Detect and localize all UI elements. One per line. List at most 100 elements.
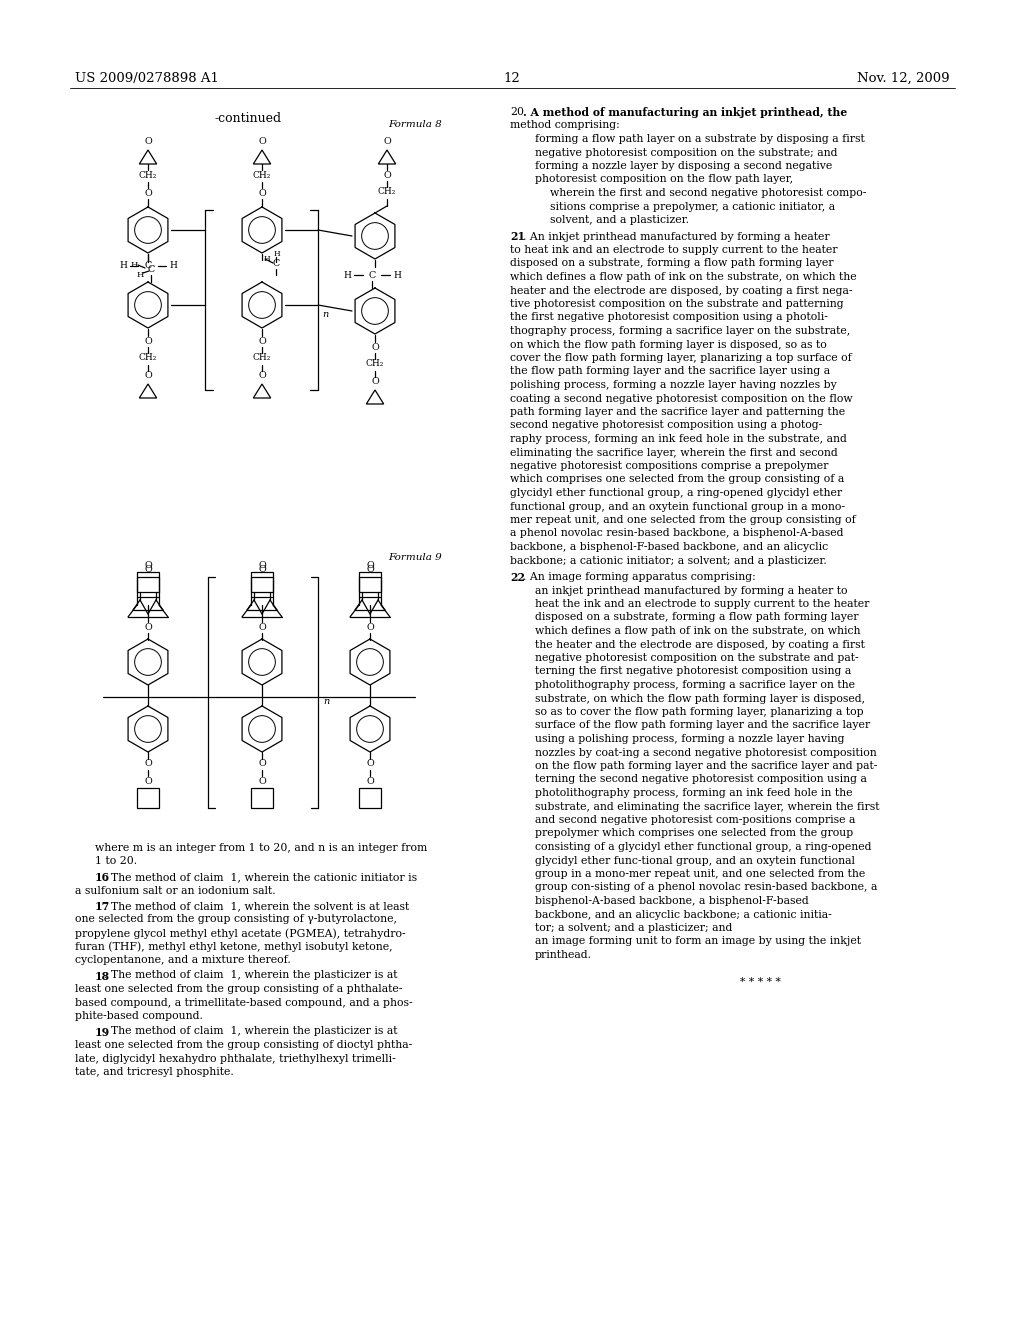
- Text: eliminating the sacrifice layer, wherein the first and second: eliminating the sacrifice layer, wherein…: [510, 447, 838, 458]
- Text: negative photoresist composition on the substrate and pat-: negative photoresist composition on the …: [535, 653, 859, 663]
- Text: tor; a solvent; and a plasticizer; and: tor; a solvent; and a plasticizer; and: [535, 923, 732, 933]
- Text: O: O: [258, 623, 266, 631]
- Text: . An image forming apparatus comprising:: . An image forming apparatus comprising:: [523, 572, 756, 582]
- Text: C: C: [272, 259, 280, 268]
- Text: raphy process, forming an ink feed hole in the substrate, and: raphy process, forming an ink feed hole …: [510, 434, 847, 444]
- Text: O: O: [144, 623, 152, 631]
- Text: O: O: [371, 342, 379, 351]
- Text: H: H: [264, 255, 270, 263]
- Text: negative photoresist composition on the substrate; and: negative photoresist composition on the …: [535, 148, 838, 157]
- Text: glycidyl ether func-tional group, and an oxytein functional: glycidyl ether func-tional group, and an…: [535, 855, 855, 866]
- Text: O: O: [258, 561, 266, 569]
- Text: O: O: [383, 170, 391, 180]
- Text: phite-based compound.: phite-based compound.: [75, 1011, 203, 1020]
- Text: Nov. 12, 2009: Nov. 12, 2009: [857, 73, 950, 84]
- Text: . The method of claim  1, wherein the plasticizer is at: . The method of claim 1, wherein the pla…: [104, 1027, 397, 1036]
- Text: n: n: [323, 697, 330, 706]
- Text: O: O: [144, 371, 152, 380]
- Text: consisting of a glycidyl ether functional group, a ring-opened: consisting of a glycidyl ether functiona…: [535, 842, 871, 851]
- Text: O: O: [258, 137, 266, 147]
- Text: second negative photoresist composition using a photog-: second negative photoresist composition …: [510, 421, 822, 430]
- Text: least one selected from the group consisting of a phthalate-: least one selected from the group consis…: [75, 983, 402, 994]
- Text: O: O: [367, 623, 374, 631]
- Text: nozzles by coat-ing a second negative photoresist composition: nozzles by coat-ing a second negative ph…: [535, 747, 877, 758]
- Text: disposed on a substrate, forming a flow path forming layer: disposed on a substrate, forming a flow …: [535, 612, 858, 623]
- Text: O: O: [144, 776, 152, 785]
- Text: heat the ink and an electrode to supply current to the heater: heat the ink and an electrode to supply …: [535, 599, 869, 609]
- Text: . The method of claim  1, wherein the plasticizer is at: . The method of claim 1, wherein the pla…: [104, 970, 397, 981]
- Text: substrate, on which the flow path forming layer is disposed,: substrate, on which the flow path formin…: [535, 693, 865, 704]
- Text: O: O: [258, 371, 266, 380]
- Text: O: O: [367, 776, 374, 785]
- Text: photoresist composition on the flow path layer,: photoresist composition on the flow path…: [535, 174, 794, 185]
- Text: so as to cover the flow path forming layer, planarizing a top: so as to cover the flow path forming lay…: [535, 708, 863, 717]
- Text: O: O: [144, 565, 152, 574]
- Text: disposed on a substrate, forming a flow path forming layer: disposed on a substrate, forming a flow …: [510, 259, 834, 268]
- Text: cover the flow path forming layer, planarizing a top surface of: cover the flow path forming layer, plana…: [510, 352, 852, 363]
- Text: prepolymer which comprises one selected from the group: prepolymer which comprises one selected …: [535, 829, 853, 838]
- Text: O: O: [367, 561, 374, 569]
- Text: backbone; a cationic initiator; a solvent; and a plasticizer.: backbone; a cationic initiator; a solven…: [510, 556, 826, 565]
- Text: to heat ink and an electrode to supply current to the heater: to heat ink and an electrode to supply c…: [510, 246, 838, 255]
- Text: O: O: [144, 337, 152, 346]
- Text: 20: 20: [510, 107, 524, 117]
- Text: the heater and the electrode are disposed, by coating a first: the heater and the electrode are dispose…: [535, 639, 865, 649]
- Text: CH₂: CH₂: [366, 359, 384, 368]
- Text: tate, and tricresyl phosphite.: tate, and tricresyl phosphite.: [75, 1067, 233, 1077]
- Text: tive photoresist composition on the substrate and patterning: tive photoresist composition on the subs…: [510, 300, 844, 309]
- Text: H: H: [169, 261, 177, 271]
- Text: Formula 8: Formula 8: [388, 120, 441, 129]
- Text: functional group, and an oxytein functional group in a mono-: functional group, and an oxytein functio…: [510, 502, 845, 511]
- Text: O: O: [144, 759, 152, 768]
- Text: sitions comprise a prepolymer, a cationic initiator, a: sitions comprise a prepolymer, a cationi…: [550, 202, 836, 211]
- Text: CH₂: CH₂: [139, 354, 158, 363]
- Text: a phenol novolac resin-based backbone, a bisphenol-A-based: a phenol novolac resin-based backbone, a…: [510, 528, 844, 539]
- Text: printhead.: printhead.: [535, 950, 592, 960]
- Text: O: O: [383, 137, 391, 147]
- Text: O: O: [367, 759, 374, 768]
- Text: forming a flow path layer on a substrate by disposing a first: forming a flow path layer on a substrate…: [535, 135, 864, 144]
- Text: a sulfonium salt or an iodonium salt.: a sulfonium salt or an iodonium salt.: [75, 886, 275, 895]
- Text: O: O: [258, 776, 266, 785]
- Text: glycidyl ether functional group, a ring-opened glycidyl ether: glycidyl ether functional group, a ring-…: [510, 488, 842, 498]
- Text: an inkjet printhead manufactured by forming a heater to: an inkjet printhead manufactured by form…: [535, 586, 848, 595]
- Text: which defines a flow path of ink on the substrate, on which the: which defines a flow path of ink on the …: [510, 272, 857, 282]
- Text: CH₂: CH₂: [253, 354, 271, 363]
- Text: late, diglycidyl hexahydro phthalate, triethylhexyl trimelli-: late, diglycidyl hexahydro phthalate, tr…: [75, 1053, 395, 1064]
- Text: . An inkjet printhead manufactured by forming a heater: . An inkjet printhead manufactured by fo…: [523, 231, 829, 242]
- Text: path forming layer and the sacrifice layer and patterning the: path forming layer and the sacrifice lay…: [510, 407, 845, 417]
- Text: 17: 17: [95, 902, 111, 912]
- Text: thography process, forming a sacrifice layer on the substrate,: thography process, forming a sacrifice l…: [510, 326, 850, 337]
- Text: Formula 9: Formula 9: [388, 553, 441, 562]
- Text: H: H: [273, 249, 281, 257]
- Text: propylene glycol methyl ethyl acetate (PGMEA), tetrahydro-: propylene glycol methyl ethyl acetate (P…: [75, 928, 406, 939]
- Text: C: C: [369, 271, 376, 280]
- Text: backbone, a bisphenol-F-based backbone, and an alicyclic: backbone, a bisphenol-F-based backbone, …: [510, 543, 828, 552]
- Text: one selected from the group consisting of γ-butyrolactone,: one selected from the group consisting o…: [75, 915, 397, 924]
- Text: polishing process, forming a nozzle layer having nozzles by: polishing process, forming a nozzle laye…: [510, 380, 837, 389]
- Text: surface of the flow path forming layer and the sacrifice layer: surface of the flow path forming layer a…: [535, 721, 870, 730]
- Text: 22: 22: [510, 572, 525, 583]
- Text: forming a nozzle layer by disposing a second negative: forming a nozzle layer by disposing a se…: [535, 161, 833, 172]
- Text: O: O: [258, 337, 266, 346]
- Text: C: C: [144, 261, 152, 271]
- Text: H: H: [130, 261, 137, 269]
- Text: O: O: [258, 189, 266, 198]
- Text: . The method of claim  1, wherein the solvent is at least: . The method of claim 1, wherein the sol…: [104, 902, 410, 911]
- Text: wherein the first and second negative photoresist compo-: wherein the first and second negative ph…: [550, 187, 866, 198]
- Text: O: O: [144, 137, 152, 147]
- Text: O: O: [367, 565, 374, 574]
- Text: -continued: -continued: [214, 112, 282, 125]
- Text: O: O: [144, 561, 152, 569]
- Text: backbone, and an alicyclic backbone; a cationic initia-: backbone, and an alicyclic backbone; a c…: [535, 909, 831, 920]
- Text: O: O: [258, 565, 266, 574]
- Text: group con­sisting of a phenol novolac resin-based backbone, a: group con­sisting of a phenol novolac re…: [535, 883, 878, 892]
- Text: mer repeat unit, and one selected from the group consisting of: mer repeat unit, and one selected from t…: [510, 515, 856, 525]
- Text: n: n: [322, 310, 329, 319]
- Text: the flow path forming layer and the sacrifice layer using a: the flow path forming layer and the sacr…: [510, 367, 830, 376]
- Text: group in a mono-mer repeat unit, and one selected from the: group in a mono-mer repeat unit, and one…: [535, 869, 865, 879]
- Text: 18: 18: [95, 970, 111, 982]
- Text: O: O: [144, 189, 152, 198]
- Text: . A method of manufacturing an inkjet printhead, the: . A method of manufacturing an inkjet pr…: [523, 107, 847, 117]
- Text: method comprising:: method comprising:: [510, 120, 620, 131]
